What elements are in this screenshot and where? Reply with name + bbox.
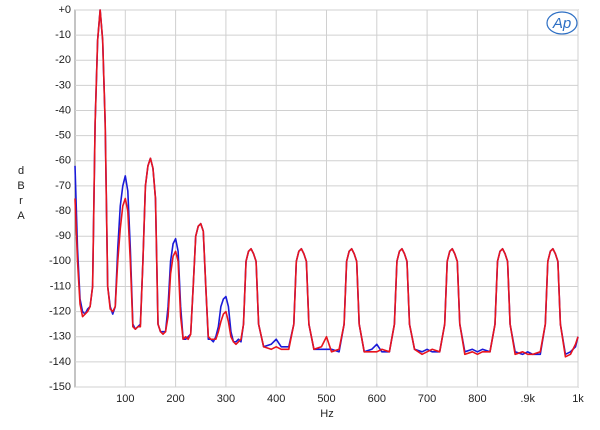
x-tick-label: 1k (572, 393, 584, 405)
y-tick-label: -60 (55, 155, 71, 167)
y-tick-label: +0 (58, 4, 71, 16)
series-line (74, 9, 579, 358)
y-tick-label: -20 (55, 54, 71, 66)
y-axis-label: dBr A (17, 165, 26, 222)
y-tick-label: -80 (55, 205, 71, 217)
y-tick-label: -120 (49, 306, 71, 318)
x-tick-label: 500 (317, 393, 335, 405)
y-tick-label: -110 (50, 280, 71, 292)
logo-ring (546, 11, 578, 35)
x-axis-label: Hz (320, 408, 333, 420)
y-tick-label: -140 (49, 356, 71, 368)
y-tick-label: -90 (55, 230, 71, 242)
x-tick-label: 700 (418, 393, 436, 405)
logo: Ap (552, 15, 571, 32)
x-tick-label: 300 (217, 393, 235, 405)
x-tick-label: 400 (267, 393, 285, 405)
x-tick-label: 800 (468, 393, 486, 405)
x-tick-label: 600 (368, 393, 386, 405)
y-tick-label: -30 (55, 79, 71, 91)
y-tick-label: -150 (49, 381, 71, 393)
y-tick-label: -130 (49, 331, 71, 343)
x-tick-label: 100 (116, 393, 134, 405)
y-tick-label: -100 (49, 255, 71, 267)
y-tick-label: -50 (55, 130, 71, 142)
y-tick-label: -70 (55, 180, 71, 192)
x-tick-label: .9k (520, 393, 535, 405)
x-tick-label: 200 (166, 393, 184, 405)
y-tick-label: -40 (55, 104, 71, 116)
y-tick-label: -10 (55, 29, 71, 41)
